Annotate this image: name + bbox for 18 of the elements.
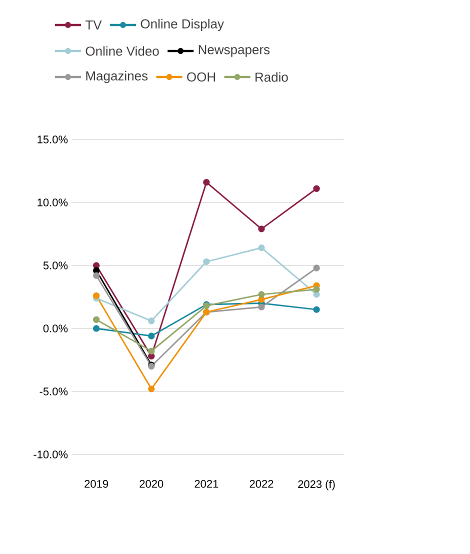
- legend-label: Magazines: [86, 70, 148, 84]
- x-tick-label: 2019: [84, 480, 108, 488]
- x-tick-label: 2021: [194, 480, 218, 488]
- legend-label: Newspapers: [198, 45, 270, 57]
- x-tick-label: 2020: [140, 480, 164, 488]
- legend-label: TV: [85, 20, 102, 30]
- y-tick-label: 0.0%: [43, 324, 68, 332]
- y-tick-label: 5.0%: [43, 262, 68, 270]
- legend-label: Radio: [256, 72, 288, 82]
- y-tick-label: 15.0%: [38, 136, 68, 144]
- legend-label: Online Display: [140, 18, 224, 32]
- x-tick-label: 2022: [250, 480, 274, 488]
- y-tick-label: -10.0%: [34, 450, 68, 458]
- legend-label: Online Video: [86, 46, 159, 56]
- y-tick-label: 10.0%: [38, 198, 68, 206]
- x-tick-label: 2023 (f): [298, 480, 335, 490]
- y-tick-label: -5.0%: [40, 388, 68, 396]
- legend-label: OOH: [187, 72, 216, 82]
